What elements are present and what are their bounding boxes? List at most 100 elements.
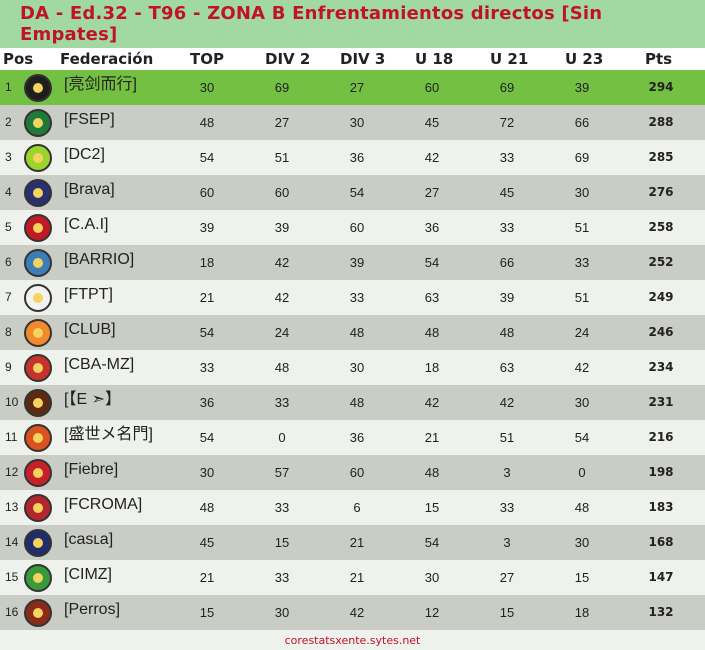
- score-u23: 48: [574, 500, 590, 515]
- score-u23: 39: [574, 80, 590, 95]
- score-div2: 0: [278, 430, 286, 445]
- score-top: 54: [199, 430, 215, 445]
- palm-crest-icon: [24, 109, 52, 137]
- row-position: 10: [5, 395, 19, 409]
- score-u21: 15: [499, 605, 515, 620]
- dc-shield-icon: [24, 144, 52, 172]
- federation-name[interactable]: [盛世メ名門]: [64, 426, 153, 443]
- row-position: 2: [5, 115, 12, 129]
- score-div2: 42: [274, 255, 290, 270]
- federation-name[interactable]: [FTPT]: [64, 286, 113, 303]
- federation-name[interactable]: [FCROMA]: [64, 496, 143, 513]
- federation-name[interactable]: [CBA-MZ]: [64, 356, 135, 373]
- score-u23: 0: [578, 465, 586, 480]
- federation-name[interactable]: [亮剑而行]: [64, 76, 137, 93]
- row-position: 3: [5, 150, 12, 164]
- federation-name[interactable]: [CIMZ]: [64, 566, 112, 583]
- ball-crest-icon: [24, 319, 52, 347]
- score-u21: 45: [499, 185, 515, 200]
- score-div3: 48: [349, 325, 365, 340]
- table-row[interactable]: 6 [BARRIO] 18 42 39 54 66 33 252: [0, 245, 705, 280]
- score-u18: 36: [424, 220, 440, 235]
- crest-emblem-icon: [33, 398, 43, 408]
- score-u18: 18: [424, 360, 440, 375]
- header-u21: U 21: [490, 50, 529, 68]
- row-position: 11: [5, 430, 18, 444]
- table-row[interactable]: 14 [casʟa] 45 15 21 54 3 30 168: [0, 525, 705, 560]
- score-div2: 15: [274, 535, 290, 550]
- total-points: 246: [648, 325, 674, 339]
- score-top: 45: [199, 535, 215, 550]
- crest-emblem-icon: [33, 328, 43, 338]
- score-top: 30: [199, 80, 215, 95]
- table-row[interactable]: 16 [Perros] 15 30 42 12 15 18 132: [0, 595, 705, 630]
- score-top: 54: [199, 150, 215, 165]
- footer-link[interactable]: corestatsxente.sytes.net: [284, 634, 421, 647]
- total-points: 147: [648, 570, 674, 584]
- score-u18: 48: [424, 325, 440, 340]
- score-u21: 27: [499, 570, 515, 585]
- score-top: 21: [199, 570, 215, 585]
- table-row[interactable]: 13 [FCROMA] 48 33 6 15 33 48 183: [0, 490, 705, 525]
- total-points: 258: [648, 220, 674, 234]
- score-u18: 42: [424, 395, 440, 410]
- score-u18: 54: [424, 535, 440, 550]
- table-row[interactable]: 15 [CIMZ] 21 33 21 30 27 15 147: [0, 560, 705, 595]
- score-u21: 39: [499, 290, 515, 305]
- score-div3: 30: [349, 115, 365, 130]
- total-points: 294: [648, 80, 674, 94]
- table-row[interactable]: 11 [盛世メ名門] 54 0 36 21 51 54 216: [0, 420, 705, 455]
- table-row[interactable]: 2 [FSEP] 48 27 30 45 72 66 288: [0, 105, 705, 140]
- score-div3: 48: [349, 395, 365, 410]
- score-top: 48: [199, 500, 215, 515]
- score-u21: 69: [499, 80, 515, 95]
- crest-emblem-icon: [33, 258, 43, 268]
- table-row[interactable]: 9 [CBA-MZ] 33 48 30 18 63 42 234: [0, 350, 705, 385]
- score-div2: 24: [274, 325, 290, 340]
- total-points: 132: [648, 605, 674, 619]
- score-top: 30: [199, 465, 215, 480]
- score-top: 33: [199, 360, 215, 375]
- score-div3: 36: [349, 430, 365, 445]
- table-row[interactable]: 5 [C.A.I] 39 39 60 36 33 51 258: [0, 210, 705, 245]
- total-points: 183: [648, 500, 674, 514]
- federation-name[interactable]: [casʟa]: [64, 531, 114, 548]
- score-u18: 48: [424, 465, 440, 480]
- score-u21: 42: [499, 395, 515, 410]
- score-u18: 54: [424, 255, 440, 270]
- score-div3: 54: [349, 185, 365, 200]
- header-div3: DIV 3: [340, 50, 386, 68]
- federation-name[interactable]: [Perros]: [64, 601, 121, 618]
- federation-name[interactable]: [Brava]: [64, 181, 115, 198]
- score-u23: 66: [574, 115, 590, 130]
- federation-name[interactable]: [【E ➣】: [64, 391, 121, 408]
- score-u23: 33: [574, 255, 590, 270]
- brava-shield-icon: [24, 179, 52, 207]
- score-u23: 51: [574, 290, 590, 305]
- table-row[interactable]: 8 [CLUB] 54 24 48 48 48 24 246: [0, 315, 705, 350]
- score-u21: 33: [499, 220, 515, 235]
- federation-name[interactable]: [CLUB]: [64, 321, 116, 338]
- score-top: 60: [199, 185, 215, 200]
- federation-name[interactable]: [FSEP]: [64, 111, 115, 128]
- table-row[interactable]: 10 [【E ➣】 36 33 48 42 42 30 231: [0, 385, 705, 420]
- total-points: 198: [648, 465, 674, 479]
- total-points: 216: [648, 430, 674, 444]
- federation-name[interactable]: [BARRIO]: [64, 251, 135, 268]
- crest-emblem-icon: [33, 293, 43, 303]
- score-u18: 42: [424, 150, 440, 165]
- federation-name[interactable]: [C.A.I]: [64, 216, 109, 233]
- score-u21: 51: [499, 430, 515, 445]
- total-points: 288: [648, 115, 674, 129]
- federation-name[interactable]: [DC2]: [64, 146, 105, 163]
- table-row[interactable]: 7 [FTPT] 21 42 33 63 39 51 249: [0, 280, 705, 315]
- score-u21: 48: [499, 325, 515, 340]
- table-row[interactable]: 4 [Brava] 60 60 54 27 45 30 276: [0, 175, 705, 210]
- score-div2: 60: [274, 185, 290, 200]
- table-row[interactable]: 3 [DC2] 54 51 36 42 33 69 285: [0, 140, 705, 175]
- federation-name[interactable]: [Fiebre]: [64, 461, 119, 478]
- row-position: 7: [5, 290, 12, 304]
- table-row[interactable]: 1 [亮剑而行] 30 69 27 60 69 39 294: [0, 70, 705, 105]
- table-row[interactable]: 12 [Fiebre] 30 57 60 48 3 0 198: [0, 455, 705, 490]
- score-u23: 30: [574, 535, 590, 550]
